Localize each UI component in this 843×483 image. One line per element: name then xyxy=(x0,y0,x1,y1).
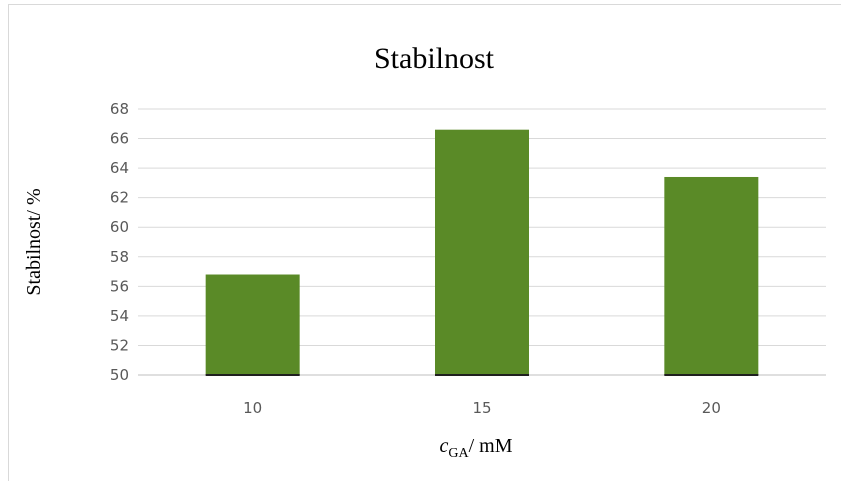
y-tick-label: 64 xyxy=(110,159,129,177)
y-tick-label: 50 xyxy=(110,366,129,384)
bar-10 xyxy=(205,274,300,375)
x-tick-label: 15 xyxy=(472,399,491,417)
x-axis-label-rest: / mM xyxy=(469,435,513,457)
y-tick-label: 58 xyxy=(110,248,129,266)
y-tick-label: 60 xyxy=(110,218,129,236)
x-tick-labels: 10 15 20 xyxy=(243,399,721,417)
y-tick-label: 62 xyxy=(110,189,129,207)
y-axis-label: Stabilnost/ % xyxy=(23,188,45,295)
x-axis-label-main: c xyxy=(439,435,448,457)
y-tick-label: 56 xyxy=(110,277,129,295)
y-tick-label: 66 xyxy=(110,130,129,148)
y-tick-label: 54 xyxy=(110,307,129,325)
chart-frame xyxy=(8,4,841,481)
x-tick-label: 20 xyxy=(702,399,721,417)
bars xyxy=(205,129,759,376)
bar-20 xyxy=(664,176,759,375)
y-tick-label: 68 xyxy=(110,100,129,118)
bar-15 xyxy=(435,129,529,375)
y-tick-labels: 50 52 54 56 58 60 62 64 66 68 xyxy=(110,100,129,384)
y-tick-label: 52 xyxy=(110,336,129,354)
chart-title: Stabilnost xyxy=(374,42,495,75)
x-tick-label: 10 xyxy=(243,399,262,417)
x-axis-label: cGA/ mM xyxy=(439,435,512,461)
x-axis-label-subscript: GA xyxy=(448,446,469,461)
